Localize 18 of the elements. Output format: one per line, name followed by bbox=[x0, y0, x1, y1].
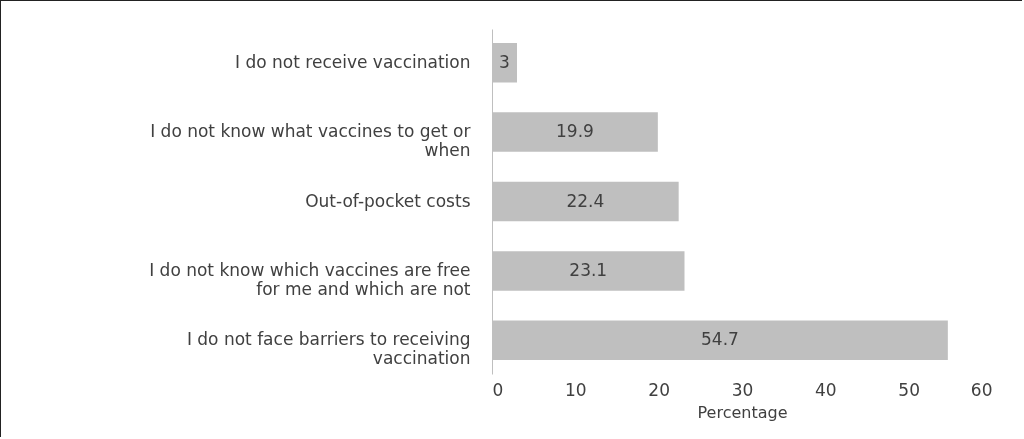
x-tick-label: 0 bbox=[492, 379, 504, 400]
y-tick-label: Out-of-pocket costs bbox=[305, 190, 471, 211]
x-tick-label: 50 bbox=[898, 379, 920, 400]
y-tick-label: I do not face barriers to receiving vaccination bbox=[186, 329, 471, 369]
x-tick-label: 20 bbox=[648, 379, 670, 400]
y-tick-label: I do not know what vaccines to get or when bbox=[150, 121, 471, 161]
data-label: 23.1 bbox=[569, 259, 608, 280]
x-tick-label: 30 bbox=[731, 379, 754, 400]
y-tick-label: I do not receive vaccination bbox=[235, 51, 471, 72]
data-label: 3 bbox=[499, 51, 510, 72]
x-axis-title: Percentage bbox=[697, 402, 788, 422]
x-tick-label: 40 bbox=[815, 379, 837, 400]
y-tick-label: I do not know which vaccines are free for me and which are not bbox=[149, 259, 471, 299]
x-tick-label: 10 bbox=[565, 379, 587, 400]
data-label: 19.9 bbox=[555, 121, 594, 142]
data-label: 22.4 bbox=[566, 190, 605, 211]
x-tick-label: 60 bbox=[970, 379, 993, 400]
data-label: 54.7 bbox=[700, 329, 739, 350]
